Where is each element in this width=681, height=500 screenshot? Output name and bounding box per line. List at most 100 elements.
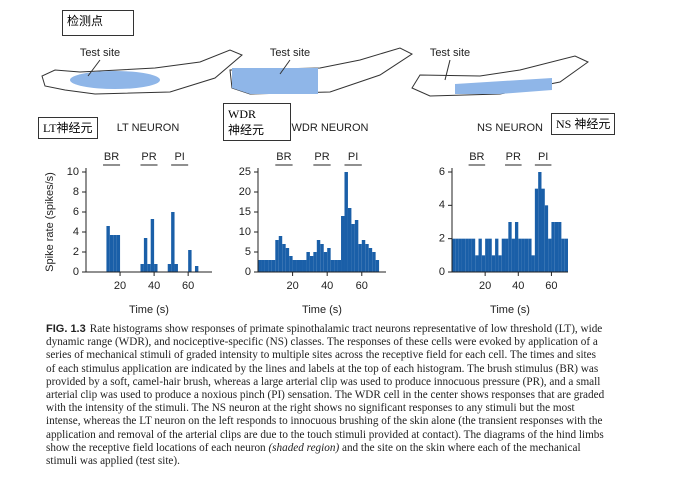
label-line: 神经元: [228, 123, 265, 137]
bar: [452, 238, 456, 272]
bar: [558, 222, 562, 272]
bar: [461, 238, 466, 272]
stimulus-label: PR: [506, 151, 521, 163]
bar: [548, 238, 552, 272]
bar: [538, 172, 542, 272]
bar: [285, 248, 290, 272]
bar: [275, 240, 279, 272]
bar: [495, 238, 499, 272]
bar: [544, 205, 549, 272]
stimulus-label: PI: [538, 151, 548, 163]
bar: [302, 260, 307, 272]
stimulus-label: BR: [104, 151, 119, 163]
bar: [351, 224, 355, 272]
bar: [337, 260, 342, 272]
bar: [518, 238, 522, 272]
bar: [481, 255, 486, 272]
bar: [113, 235, 117, 272]
bar: [327, 248, 331, 272]
caption-label: FIG. 1.3: [46, 323, 86, 335]
bar: [524, 238, 529, 272]
leg-diagram: [41, 47, 589, 97]
y-tick-label: 25: [239, 166, 251, 178]
stimulus-label: PR: [141, 151, 156, 163]
bar: [368, 248, 373, 272]
bar: [334, 260, 338, 272]
bar: [554, 222, 559, 272]
bar: [372, 252, 376, 272]
y-tick-label: 2: [439, 233, 445, 245]
bar: [309, 256, 314, 272]
bar: [258, 260, 262, 272]
x-tick-label: 40: [148, 280, 160, 292]
x-axis-label: Time (s): [490, 304, 530, 316]
x-axis-label: Time (s): [129, 304, 169, 316]
stimulus-label: PI: [174, 151, 184, 163]
chart-title: WDR NEURON: [292, 122, 369, 134]
caption-text: and the site on the skin where each of t…: [46, 441, 581, 468]
bar: [323, 252, 328, 272]
bar: [534, 188, 539, 272]
y-tick-label: 6: [439, 166, 445, 178]
bar: [465, 238, 469, 272]
label-line: WDR: [228, 107, 256, 121]
bar: [143, 238, 148, 272]
bar: [292, 260, 297, 272]
y-tick-label: 10: [67, 166, 79, 178]
stimulus-label: PR: [314, 151, 329, 163]
bar: [278, 236, 283, 272]
bar: [498, 255, 502, 272]
bar: [471, 238, 476, 272]
bar: [347, 208, 352, 272]
bar: [344, 172, 348, 272]
bar: [116, 235, 121, 272]
bar: [341, 216, 345, 272]
bar: [475, 255, 479, 272]
caption-text: Rate histograms show responses of primat…: [46, 323, 605, 454]
x-tick-label: 20: [286, 280, 298, 292]
bar: [109, 235, 114, 272]
y-tick-label: 2: [73, 246, 79, 258]
bar: [194, 266, 199, 272]
bar: [106, 226, 110, 272]
test-site-label: Test site: [80, 47, 120, 59]
label-box: 检测点: [62, 10, 134, 36]
y-tick-label: 4: [73, 226, 79, 238]
y-tick-label: 0: [245, 266, 251, 278]
x-tick-label: 20: [479, 280, 491, 292]
x-tick-label: 40: [512, 280, 524, 292]
bar: [485, 238, 489, 272]
bar: [508, 222, 512, 272]
test-site-label: Test site: [270, 47, 310, 59]
bar: [455, 238, 459, 272]
y-tick-label: 0: [73, 266, 79, 278]
bar: [361, 240, 366, 272]
x-tick-label: 60: [545, 280, 557, 292]
bar: [147, 264, 151, 272]
bar: [365, 244, 369, 272]
bar: [354, 220, 359, 272]
label-box: LT神经元: [38, 117, 98, 139]
stimulus-label: PI: [348, 151, 358, 163]
bar: [261, 260, 265, 272]
chart-title: NS NEURON: [477, 122, 543, 134]
bar: [268, 260, 272, 272]
stimulus-label: BR: [469, 151, 484, 163]
bar: [306, 252, 310, 272]
x-axis-label: Time (s): [302, 304, 342, 316]
stimulus-label: BR: [276, 151, 291, 163]
bar: [150, 219, 155, 272]
bar: [171, 212, 175, 272]
caption: FIG. 1.3 Rate histograms show responses o…: [46, 323, 606, 468]
bar: [282, 244, 286, 272]
y-tick-label: 20: [239, 186, 251, 198]
x-tick-label: 60: [356, 280, 368, 292]
bar: [458, 238, 462, 272]
y-tick-label: 15: [239, 206, 251, 218]
label-box: NS 神经元: [551, 113, 616, 135]
caption-italic: (shaded region): [268, 441, 340, 454]
bar: [488, 238, 492, 272]
bar: [289, 256, 293, 272]
bar: [528, 238, 532, 272]
